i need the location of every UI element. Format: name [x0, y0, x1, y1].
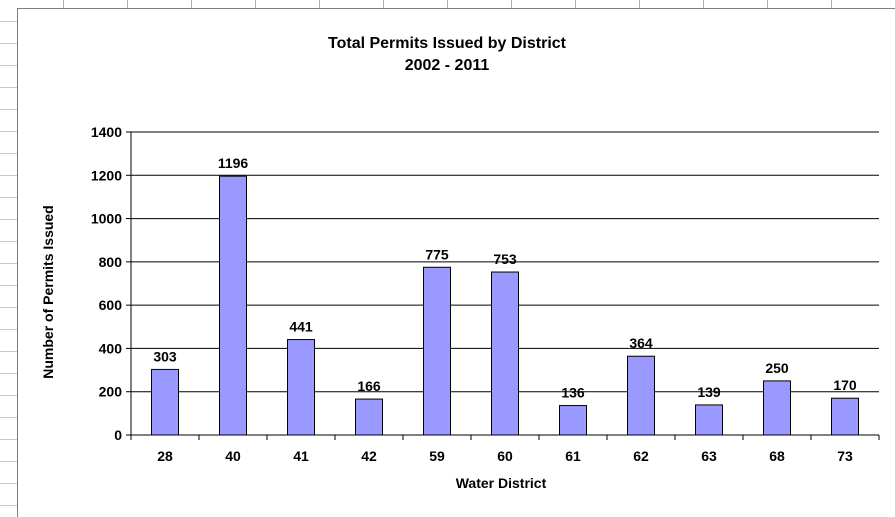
y-tick-label: 800 [99, 254, 123, 270]
chart-subtitle: 2002 - 2011 [405, 57, 490, 74]
data-label-60: 753 [493, 251, 517, 267]
x-tick-label: 60 [497, 448, 513, 464]
x-tick-label: 28 [157, 448, 173, 464]
axes: 0 200 400 600 800 1000 1200 1400 28 40 41 42 59 60 61 6… [91, 124, 880, 464]
y-tick-label: 200 [99, 384, 123, 400]
chart-area[interactable]: Total Permits Issued by District 2002 - … [17, 8, 895, 517]
bar-63[interactable] [695, 404, 723, 436]
x-tick-label: 61 [565, 448, 581, 464]
x-tick-label: 68 [769, 448, 785, 464]
data-label-59: 775 [425, 246, 449, 262]
data-label-73: 170 [833, 377, 857, 393]
data-label-68: 250 [765, 360, 789, 376]
bar-41[interactable] [287, 339, 315, 436]
y-tick-label: 0 [114, 427, 122, 443]
data-label-62: 364 [629, 335, 653, 351]
x-tick-label: 41 [293, 448, 309, 464]
bar-60[interactable] [491, 271, 519, 436]
bar-68[interactable] [763, 380, 791, 436]
data-label-61: 136 [561, 385, 585, 401]
y-tick-label: 400 [99, 340, 123, 356]
data-label-40: 1196 [218, 155, 249, 171]
y-axis-title: Number of Permits Issued [40, 205, 56, 379]
x-tick-label: 63 [701, 448, 717, 464]
bar-42[interactable] [355, 398, 383, 436]
y-tick-label: 600 [99, 297, 123, 313]
spreadsheet-column-lines [0, 0, 895, 8]
y-tick-label: 1400 [91, 124, 122, 140]
x-tick-label: 73 [837, 448, 853, 464]
bar-61[interactable] [559, 405, 587, 436]
x-tick-label: 40 [225, 448, 241, 464]
bar-28[interactable] [151, 368, 179, 436]
data-labels: 303 1196 441 166 775 753 136 364 139 250 170 [153, 155, 857, 400]
x-axis-title: Water District [456, 475, 547, 491]
x-tick-label: 42 [361, 448, 377, 464]
x-tick-label: 59 [429, 448, 445, 464]
y-tick-label: 1000 [91, 211, 122, 227]
x-tick-label: 62 [633, 448, 649, 464]
data-label-42: 166 [357, 378, 381, 394]
bar-40[interactable] [219, 175, 247, 436]
data-label-28: 303 [153, 348, 177, 364]
data-label-63: 139 [697, 384, 721, 400]
bar-73[interactable] [831, 397, 859, 436]
chart-title: Total Permits Issued by District [328, 35, 567, 52]
y-tick-label: 1200 [91, 167, 122, 183]
bar-62[interactable] [627, 355, 655, 436]
bar-chart: Total Permits Issued by District 2002 - … [40, 35, 880, 491]
bar-59[interactable] [423, 266, 451, 436]
data-label-41: 441 [289, 319, 313, 335]
